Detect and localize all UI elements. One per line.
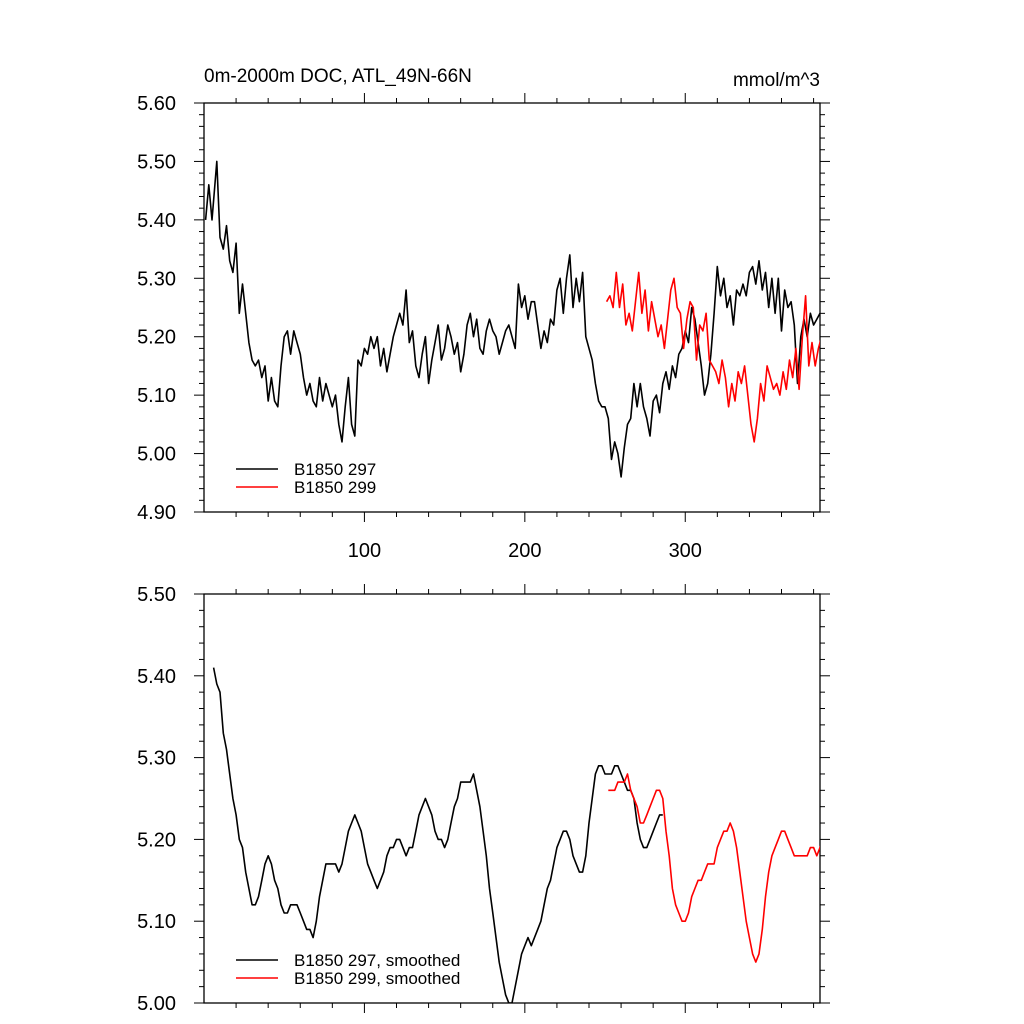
y-tick-label: 5.20: [137, 829, 176, 851]
y-tick-label: 5.10: [137, 911, 176, 933]
x-tick-label: 100: [348, 540, 381, 562]
chart-panel-top: 4.90 5.00 5.10 5.20 5.30 5.40 5.50 5.60 100 200 30…: [137, 66, 830, 562]
series-line-b1850-299: [605, 271, 820, 443]
series-line-b1850-299: [608, 773, 820, 963]
legend-label: B1850 297, smoothed: [294, 951, 460, 970]
legend-label: B1850 299, smoothed: [294, 969, 460, 988]
legend-label: B1850 299: [294, 478, 376, 497]
plot-frame: [203, 593, 821, 1004]
plot-frame: [203, 102, 821, 513]
y-tick-label: 5.60: [137, 93, 176, 115]
x-tick-label: 200: [508, 540, 541, 562]
series-line-b1850-297: [204, 160, 820, 478]
chart-panel-bottom: 5.00 5.10 5.20 5.30 5.40 5.50 B1850 297, smoot…: [137, 584, 830, 1015]
y-tick-label: 5.00: [137, 444, 176, 466]
y-tick-label: 5.50: [137, 584, 176, 606]
chart-title: 0m-2000m DOC, ATL_49N-66N: [204, 66, 472, 87]
y-tick-label: 5.40: [137, 210, 176, 232]
y-tick-label: 5.30: [137, 268, 176, 290]
y-tick-label: 5.10: [137, 385, 176, 407]
units-label: mmol/m^3: [733, 70, 820, 91]
y-tick-label: 5.30: [137, 748, 176, 770]
legend-label: B1850 297: [294, 460, 376, 479]
y-tick-label: 5.20: [137, 327, 176, 349]
x-tick-label: 300: [669, 540, 702, 562]
y-tick-label: 5.40: [137, 666, 176, 688]
y-tick-label: 5.00: [137, 993, 176, 1015]
y-tick-label: 5.50: [137, 151, 176, 173]
y-tick-label: 4.90: [137, 502, 176, 524]
series-line-b1850-297: [212, 667, 663, 1003]
